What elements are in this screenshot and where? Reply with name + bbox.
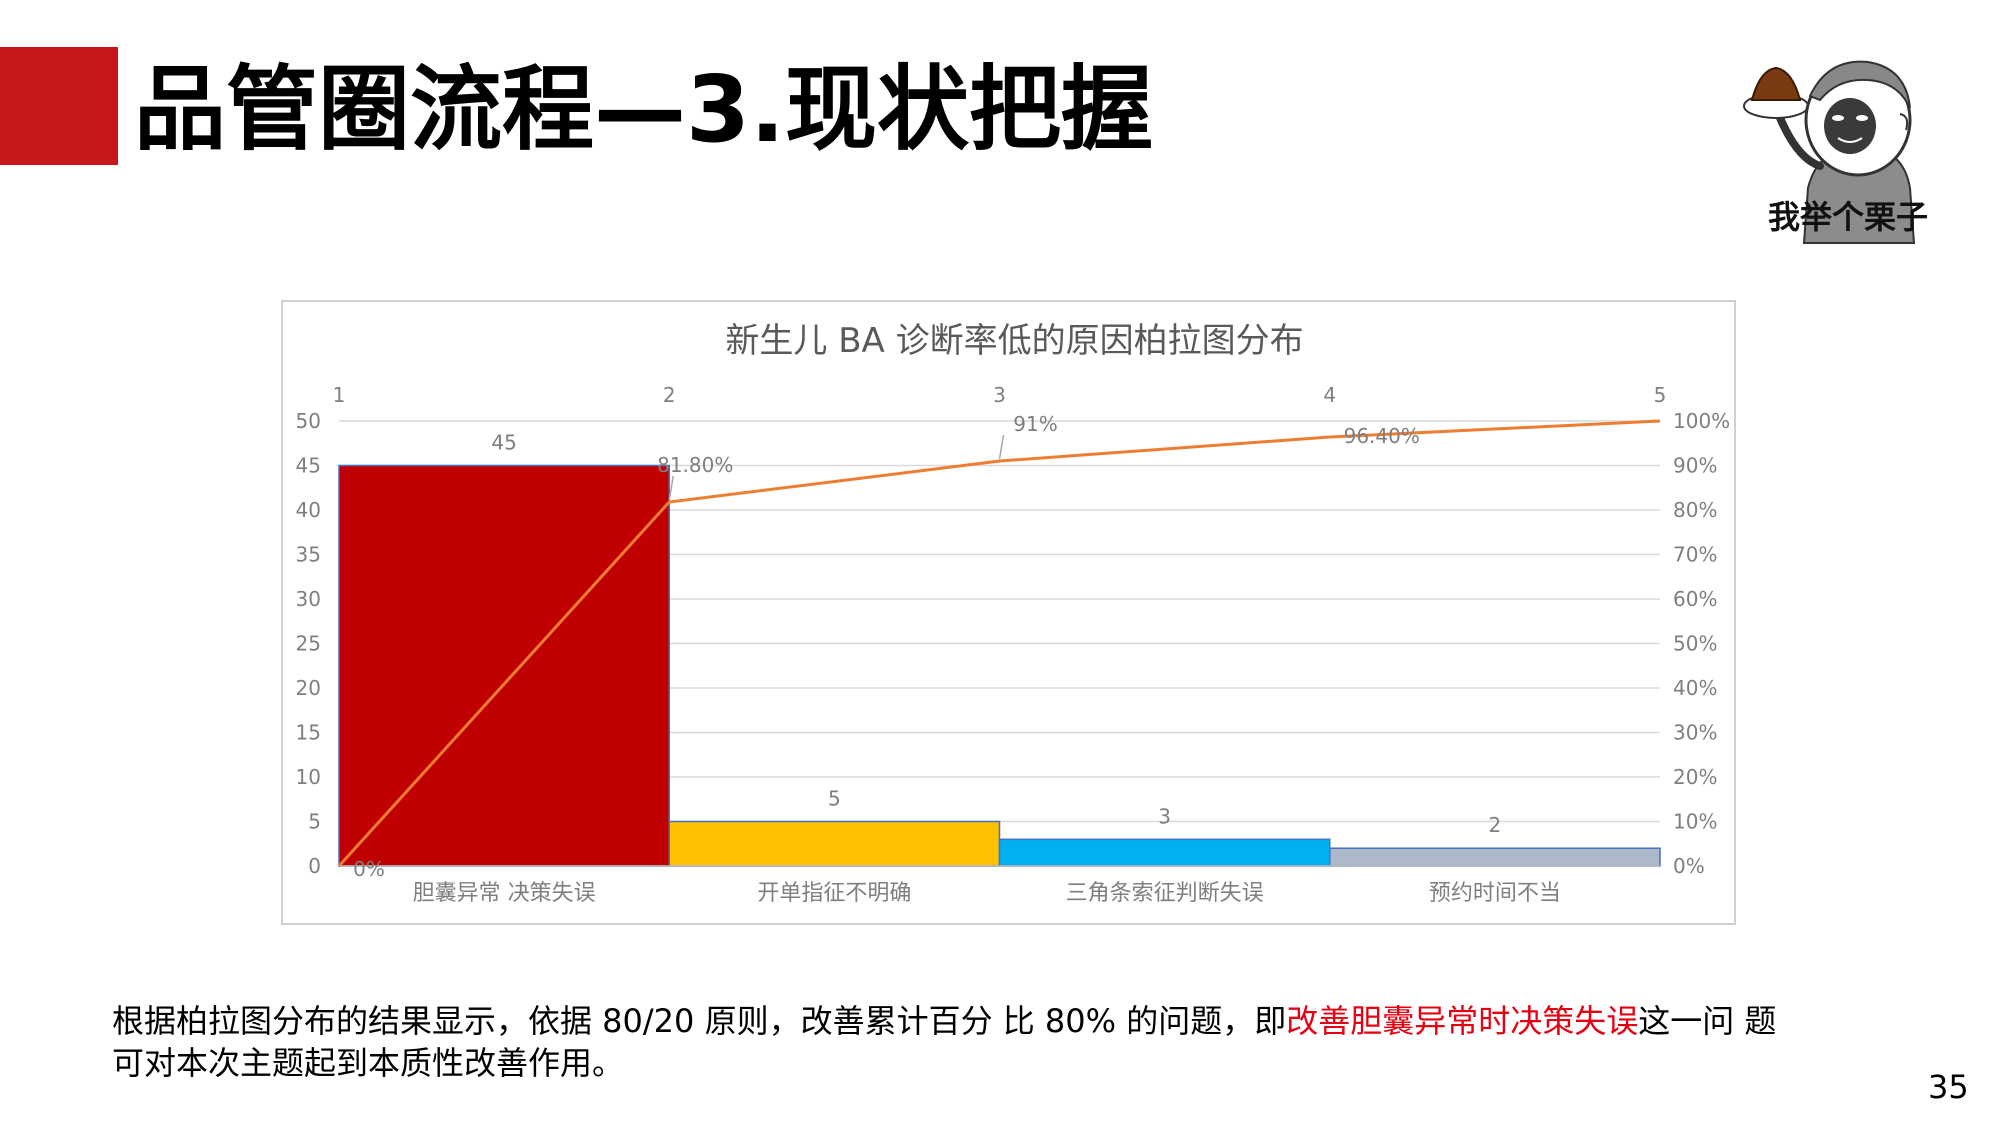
pareto-chart-svg: 新生儿 BA 诊断率低的原因柏拉图分布051015202530354045500… bbox=[296, 321, 1731, 906]
data-label-leader bbox=[668, 475, 674, 501]
cumulative-label: 91% bbox=[1013, 412, 1057, 436]
y2-tick-label: 90% bbox=[1673, 454, 1717, 478]
meme-caption: 我举个栗子 bbox=[1767, 198, 1928, 236]
y2-tick-label: 0% bbox=[1673, 854, 1705, 878]
y2-tick-label: 40% bbox=[1673, 676, 1717, 700]
y-tick-label: 35 bbox=[296, 543, 321, 567]
y-tick-label: 20 bbox=[296, 676, 321, 700]
y-tick-label: 50 bbox=[296, 409, 321, 433]
y2-tick-label: 60% bbox=[1673, 587, 1717, 611]
cumulative-label: 96.40% bbox=[1344, 424, 1420, 448]
bar bbox=[338, 464, 670, 867]
y-tick-label: 45 bbox=[296, 454, 321, 478]
conclusion-text: 根据柏拉图分布的结果显示，依据 80/20 原则，改善累计百分 比 80% 的问… bbox=[112, 1000, 1792, 1084]
top-axis-tick: 3 bbox=[993, 383, 1006, 407]
top-axis-tick: 1 bbox=[333, 383, 346, 407]
cumulative-label: 81.80% bbox=[657, 453, 733, 477]
y-tick-label: 15 bbox=[296, 721, 321, 745]
y-tick-label: 5 bbox=[308, 810, 321, 834]
y2-tick-label: 20% bbox=[1673, 765, 1717, 789]
bar bbox=[668, 820, 1001, 867]
pareto-chart: 新生儿 BA 诊断率低的原因柏拉图分布 0 5 10 15 20 25 30 35 40 45 50 0… bbox=[281, 300, 1736, 925]
top-axis-tick: 2 bbox=[663, 383, 676, 407]
y-tick-label: 40 bbox=[296, 498, 321, 522]
title-accent-block bbox=[0, 47, 118, 165]
top-axis-tick: 4 bbox=[1323, 383, 1336, 407]
y-tick-label: 25 bbox=[296, 632, 321, 656]
data-label-leader bbox=[998, 434, 1005, 460]
conclusion-part-2: 这一问 题可对本次主题起到本质性改善作用。 bbox=[112, 1002, 1777, 1082]
bar-value-label: 45 bbox=[491, 431, 516, 455]
page-title: 品管圈流程—3.现状把握 bbox=[134, 56, 1153, 163]
bar bbox=[998, 838, 1331, 867]
y-tick-label: 0 bbox=[308, 854, 321, 878]
cumulative-label: 0% bbox=[353, 857, 385, 881]
y2-tick-label: 70% bbox=[1673, 543, 1717, 567]
x-category-label: 胆囊异常 决策失误 bbox=[413, 881, 596, 906]
bar-value-label: 2 bbox=[1489, 813, 1502, 837]
y2-tick-label: 80% bbox=[1673, 498, 1717, 522]
cumulative-line bbox=[337, 419, 1661, 868]
y-tick-label: 30 bbox=[296, 587, 321, 611]
top-axis-tick: 5 bbox=[1654, 383, 1667, 407]
bar-value-label: 5 bbox=[828, 787, 841, 811]
x-category-label: 预约时间不当 bbox=[1429, 881, 1561, 906]
y2-tick-label: 100% bbox=[1673, 409, 1730, 433]
meme-illustration bbox=[1743, 60, 1916, 244]
x-category-label: 三角条索征判断失误 bbox=[1066, 881, 1264, 906]
y2-tick-label: 30% bbox=[1673, 721, 1717, 745]
page-number: 35 bbox=[1928, 1068, 1969, 1106]
bar-value-label: 3 bbox=[1158, 804, 1171, 828]
bar bbox=[1329, 847, 1661, 867]
x-category-label: 开单指征不明确 bbox=[757, 881, 911, 906]
conclusion-highlight: 改善胆囊异常时决策失误 bbox=[1286, 1002, 1639, 1040]
y2-tick-label: 50% bbox=[1673, 632, 1717, 656]
chart-title: 新生儿 BA 诊断率低的原因柏拉图分布 bbox=[725, 321, 1303, 361]
conclusion-part-1: 根据柏拉图分布的结果显示，依据 80/20 原则，改善累计百分 比 80% 的问… bbox=[112, 1002, 1287, 1040]
y2-tick-label: 10% bbox=[1673, 810, 1717, 834]
y-tick-label: 10 bbox=[296, 765, 321, 789]
